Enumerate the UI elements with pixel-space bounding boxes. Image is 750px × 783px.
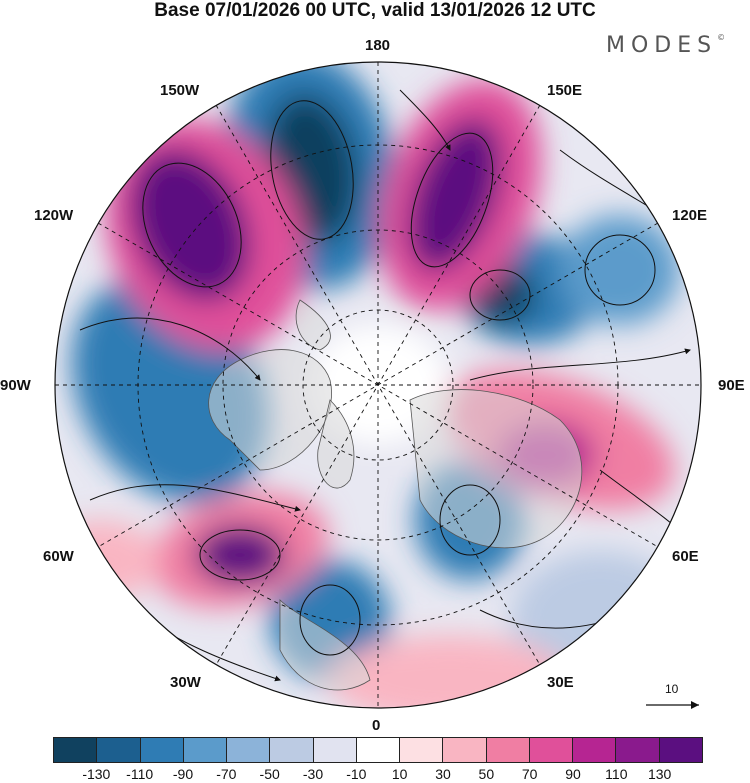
anomaly-blob xyxy=(560,215,680,325)
colorbar-cell xyxy=(356,738,401,762)
anomaly-blob xyxy=(408,118,502,272)
lon-label-150w: 150W xyxy=(160,82,200,99)
colorbar-tick-label: -110 xyxy=(126,766,154,782)
colorbar-tick-label: -130 xyxy=(82,766,111,782)
colorbar-tick-label: -30 xyxy=(302,766,324,782)
colorbar-tick-label: -50 xyxy=(259,766,280,782)
lon-label-120w: 120W xyxy=(34,207,74,224)
colorbar-tick-label: 30 xyxy=(435,766,451,782)
colorbar-cell xyxy=(313,738,357,762)
colorbar-tick-label: 10 xyxy=(391,766,408,782)
landmass xyxy=(409,389,583,549)
colorbar xyxy=(53,737,703,763)
coastlines xyxy=(208,299,583,691)
map-title: Base 07/01/2026 00 UTC, valid 13/01/2026… xyxy=(154,0,596,21)
streamline xyxy=(142,162,242,288)
lon-label-60w: 60W xyxy=(43,548,74,565)
streamline xyxy=(89,484,301,512)
meridian xyxy=(97,222,659,548)
landmass xyxy=(317,399,355,489)
map-disk xyxy=(55,62,701,708)
lon-label-90w: 90W xyxy=(0,377,31,394)
streamline xyxy=(79,317,261,381)
colorbar-cell xyxy=(97,738,141,762)
colorbar-cell xyxy=(183,738,228,762)
lon-label-150e: 150E xyxy=(547,82,583,99)
anomaly-blob xyxy=(195,525,285,585)
lon-label-90e: 90E xyxy=(718,377,745,394)
streamline xyxy=(399,89,451,151)
colorbar-tick-label: 130 xyxy=(647,766,672,782)
logo-text: MODES xyxy=(606,33,718,58)
colorbar-cell xyxy=(400,738,444,762)
map-boundary xyxy=(54,61,702,709)
colorbar-cell xyxy=(529,738,574,762)
copyright-mark: © xyxy=(717,33,726,42)
colorbar-cell xyxy=(486,738,530,762)
colorbar-tick-label: 70 xyxy=(521,766,538,782)
colorbar-tick-label: -90 xyxy=(172,766,194,782)
lon-label-180: 180 xyxy=(365,37,391,54)
colorbar-tick-label: -70 xyxy=(216,766,237,782)
landmass xyxy=(279,599,371,691)
streamline xyxy=(270,100,354,240)
streamline xyxy=(410,132,494,268)
streamline xyxy=(439,484,501,556)
anomaly-blob xyxy=(129,148,251,302)
colorbar-tick-label: 50 xyxy=(478,766,495,782)
colorbar-tick-label: 110 xyxy=(605,766,628,782)
colorbar-tick-label: -10 xyxy=(346,766,367,782)
streamline xyxy=(469,269,531,321)
colorbar-cell xyxy=(659,738,702,762)
modes-logo: MODES© xyxy=(606,33,725,58)
landmass xyxy=(295,299,331,351)
lon-label-30w: 30W xyxy=(170,674,201,691)
streamline xyxy=(469,348,691,381)
colorbar-cell xyxy=(270,738,314,762)
colorbar-cell xyxy=(54,738,98,762)
colorbar-cell xyxy=(227,738,271,762)
lon-label-30e: 30E xyxy=(547,674,574,691)
lon-label-0: 0 xyxy=(372,717,381,734)
colorbar-tick-label: 90 xyxy=(565,766,581,782)
colorbar-cell xyxy=(443,738,487,762)
colorbar-cell xyxy=(616,738,660,762)
colorbar-cell xyxy=(573,738,617,762)
vector-scale-arrow xyxy=(646,701,699,709)
colorbar-cell xyxy=(140,738,184,762)
streamline xyxy=(584,234,656,306)
streamline xyxy=(299,584,361,656)
lon-label-120e: 120E xyxy=(672,207,708,224)
streamline xyxy=(199,529,281,581)
vector-scale-label: 10 xyxy=(665,682,679,696)
lon-label-60e: 60E xyxy=(672,548,699,565)
